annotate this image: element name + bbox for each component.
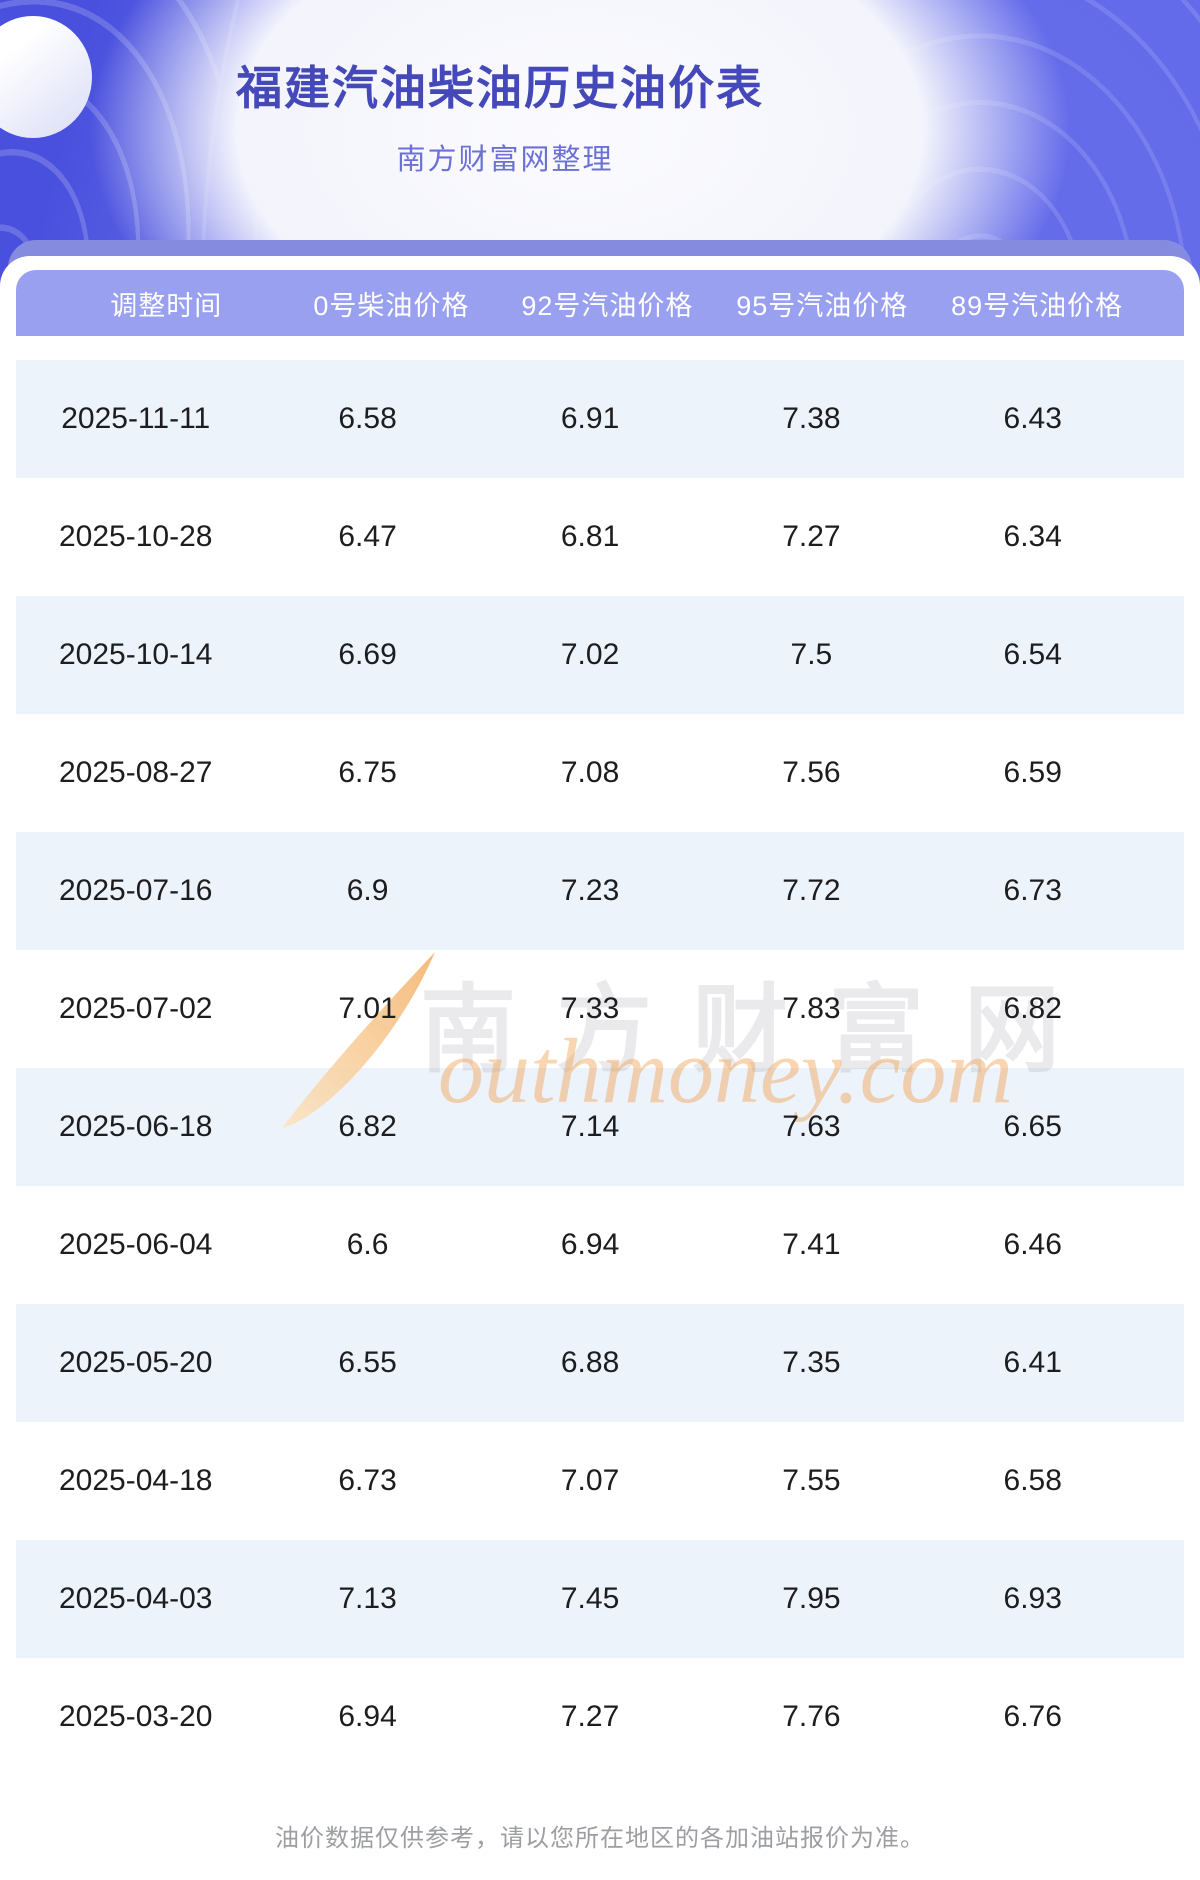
cell-price: 7.35 bbox=[782, 1346, 841, 1379]
cell-price: 7.27 bbox=[560, 1700, 620, 1733]
cell-price: 7.55 bbox=[782, 1464, 841, 1497]
cell-date: 2025-04-03 bbox=[58, 1582, 213, 1615]
table-row: 2025-07-02 7.01 7.33 7.83 6.82 bbox=[16, 950, 1184, 1068]
cell-date: 2025-06-04 bbox=[58, 1228, 213, 1261]
cell-price: 6.73 bbox=[1003, 874, 1062, 907]
cell-price: 7.5 bbox=[790, 638, 833, 671]
cell-price: 7.08 bbox=[560, 756, 620, 789]
deco-white-circle bbox=[0, 16, 92, 138]
cell-price: 6.82 bbox=[338, 1110, 397, 1143]
column-header-4: 89号汽油价格 bbox=[951, 290, 1124, 321]
cell-price: 6.58 bbox=[338, 402, 397, 435]
table-row: 2025-10-14 6.69 7.02 7.5 6.54 bbox=[16, 596, 1184, 714]
cell-price: 6.81 bbox=[560, 520, 620, 553]
cell-price: 6.76 bbox=[1003, 1700, 1062, 1733]
cell-price: 6.54 bbox=[1003, 638, 1062, 671]
cell-price: 7.14 bbox=[560, 1110, 620, 1143]
cell-price: 6.59 bbox=[1003, 756, 1062, 789]
cell-price: 6.82 bbox=[1003, 992, 1062, 1025]
cell-price: 6.93 bbox=[1003, 1582, 1062, 1615]
cell-price: 6.46 bbox=[1003, 1228, 1062, 1261]
cell-date: 2025-10-14 bbox=[58, 638, 213, 671]
cell-price: 6.6 bbox=[346, 1228, 389, 1261]
cell-price: 7.72 bbox=[782, 874, 841, 907]
column-header-1: 0号柴油价格 bbox=[313, 290, 470, 321]
cell-price: 7.07 bbox=[560, 1464, 620, 1497]
content-card: 调整时间 0号柴油价格 92号汽油价格 95号汽油价格 89号汽油价格 2025-11-… bbox=[0, 256, 1200, 1880]
cell-price: 7.95 bbox=[782, 1582, 841, 1615]
table-row: 2025-06-04 6.6 6.94 7.41 6.46 bbox=[16, 1186, 1184, 1304]
cell-date: 2025-11-11 bbox=[61, 402, 211, 435]
table-row: 2025-11-11 6.58 6.91 7.38 6.43 bbox=[16, 360, 1184, 478]
page-title: 福建汽油柴油历史油价表 bbox=[236, 62, 764, 114]
cell-price: 6.88 bbox=[560, 1346, 620, 1379]
table-row: 2025-06-18 6.82 7.14 7.63 6.65 bbox=[16, 1068, 1184, 1186]
table-row: 2025-10-28 6.47 6.81 7.27 6.34 bbox=[16, 478, 1184, 596]
cell-price: 7.02 bbox=[560, 638, 620, 671]
table-row: 2025-07-16 6.9 7.23 7.72 6.73 bbox=[16, 832, 1184, 950]
cell-price: 6.75 bbox=[338, 756, 397, 789]
cell-price: 6.58 bbox=[1003, 1464, 1062, 1497]
table-row: 2025-04-18 6.73 7.07 7.55 6.58 bbox=[16, 1422, 1184, 1540]
page-subtitle: 南方财富网整理 bbox=[396, 144, 614, 176]
column-header-3: 95号汽油价格 bbox=[736, 290, 909, 321]
column-header-2: 92号汽油价格 bbox=[521, 290, 694, 321]
cell-price: 7.33 bbox=[560, 992, 620, 1025]
cell-price: 7.45 bbox=[560, 1582, 620, 1615]
table-header-row: 调整时间 0号柴油价格 92号汽油价格 95号汽油价格 89号汽油价格 bbox=[16, 270, 1184, 336]
cell-price: 6.47 bbox=[338, 520, 397, 553]
cell-price: 6.94 bbox=[338, 1700, 397, 1733]
cell-date: 2025-08-27 bbox=[58, 756, 213, 789]
cell-price: 6.34 bbox=[1003, 520, 1062, 553]
cell-price: 7.38 bbox=[782, 402, 841, 435]
cell-price: 7.13 bbox=[338, 1582, 397, 1615]
table-row: 2025-08-27 6.75 7.08 7.56 6.59 bbox=[16, 714, 1184, 832]
cell-price: 6.55 bbox=[338, 1346, 397, 1379]
cell-price: 6.9 bbox=[346, 874, 389, 907]
table-body: 2025-11-11 6.58 6.91 7.38 6.43 2025-10-28 6.47… bbox=[16, 360, 1184, 1776]
cell-date: 2025-07-16 bbox=[58, 874, 213, 907]
cell-price: 6.65 bbox=[1003, 1110, 1062, 1143]
cell-price: 7.01 bbox=[338, 992, 397, 1025]
cell-price: 7.63 bbox=[782, 1110, 841, 1143]
cell-date: 2025-07-02 bbox=[58, 992, 213, 1025]
cell-date: 2025-04-18 bbox=[58, 1464, 213, 1497]
cell-date: 2025-05-20 bbox=[58, 1346, 213, 1379]
cell-price: 6.43 bbox=[1003, 402, 1062, 435]
cell-price: 7.83 bbox=[782, 992, 841, 1025]
cell-date: 2025-03-20 bbox=[58, 1700, 213, 1733]
cell-price: 6.69 bbox=[338, 638, 397, 671]
cell-price: 7.23 bbox=[560, 874, 620, 907]
cell-price: 6.73 bbox=[338, 1464, 397, 1497]
cell-price: 7.76 bbox=[782, 1700, 841, 1733]
cell-price: 6.94 bbox=[560, 1228, 620, 1261]
table-row: 2025-05-20 6.55 6.88 7.35 6.41 bbox=[16, 1304, 1184, 1422]
cell-date: 2025-06-18 bbox=[58, 1110, 213, 1143]
table-row: 2025-03-20 6.94 7.27 7.76 6.76 bbox=[16, 1658, 1184, 1776]
footer-disclaimer: 油价数据仅供参考，请以您所在地区的各加油站报价为准。 bbox=[275, 1825, 925, 1852]
cell-price: 6.41 bbox=[1003, 1346, 1062, 1379]
cell-price: 7.27 bbox=[782, 520, 841, 553]
cell-price: 7.41 bbox=[782, 1228, 841, 1261]
column-header-0: 调整时间 bbox=[110, 290, 223, 321]
cell-price: 7.56 bbox=[782, 756, 841, 789]
cell-date: 2025-10-28 bbox=[58, 520, 213, 553]
table-row: 2025-04-03 7.13 7.45 7.95 6.93 bbox=[16, 1540, 1184, 1658]
cell-price: 6.91 bbox=[560, 402, 620, 435]
